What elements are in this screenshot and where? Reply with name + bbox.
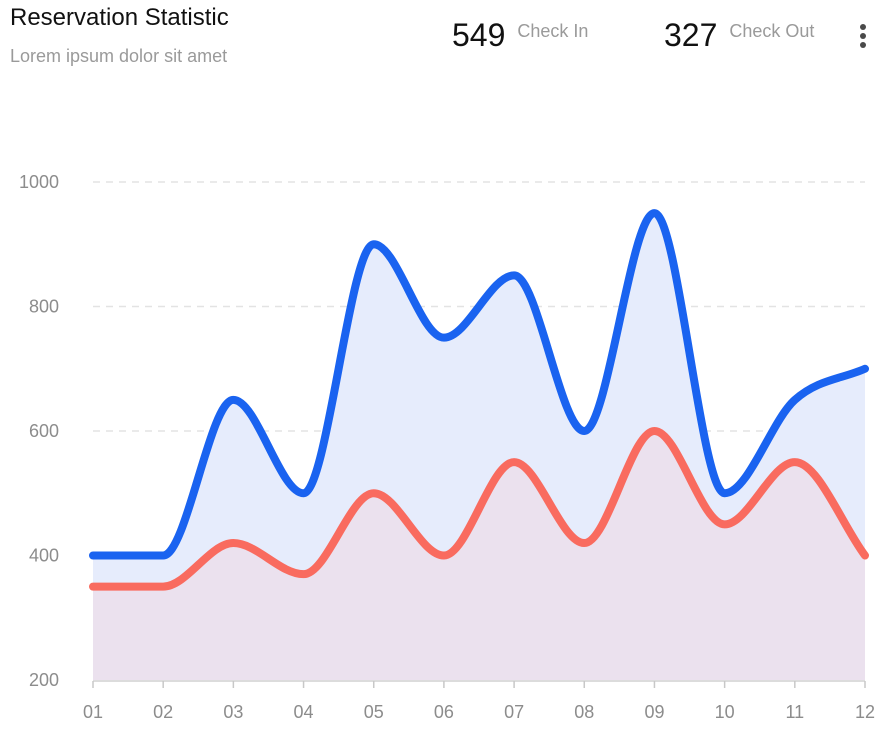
x-tick-label: 10 — [715, 702, 735, 722]
x-tick-label: 06 — [434, 702, 454, 722]
x-tick-label: 07 — [504, 702, 524, 722]
x-tick-label: 12 — [855, 702, 875, 722]
check-in-label: Check In — [517, 21, 589, 41]
y-tick-label: 600 — [29, 421, 59, 441]
y-tick-label: 200 — [29, 670, 59, 690]
x-tick-label: 04 — [294, 702, 314, 722]
x-tick-label: 08 — [574, 702, 594, 722]
x-tick-label: 02 — [153, 702, 173, 722]
check-out-stat: 327 Check Out — [664, 16, 814, 54]
x-tick-label: 05 — [364, 702, 384, 722]
more-vertical-icon[interactable] — [855, 24, 871, 52]
check-out-label: Check Out — [729, 21, 815, 41]
check-in-line — [89, 209, 869, 560]
check-out-count: 327 — [664, 17, 718, 53]
y-tick-label: 1000 — [19, 172, 59, 192]
x-tick-label: 09 — [644, 702, 664, 722]
x-tick-label: 01 — [83, 702, 103, 722]
check-in-count: 549 — [452, 17, 506, 53]
y-tick-label: 400 — [29, 546, 59, 566]
check-out-area — [93, 431, 865, 680]
check-out-line — [89, 427, 869, 591]
y-tick-label: 800 — [29, 297, 59, 317]
chart-subtitle: Lorem ipsum dolor sit amet — [10, 46, 228, 66]
check-in-stat: 549 Check In — [452, 16, 588, 54]
x-tick-label: 11 — [785, 702, 804, 722]
chart-title: Reservation Statistic — [10, 4, 229, 31]
x-tick-label: 03 — [223, 702, 243, 722]
